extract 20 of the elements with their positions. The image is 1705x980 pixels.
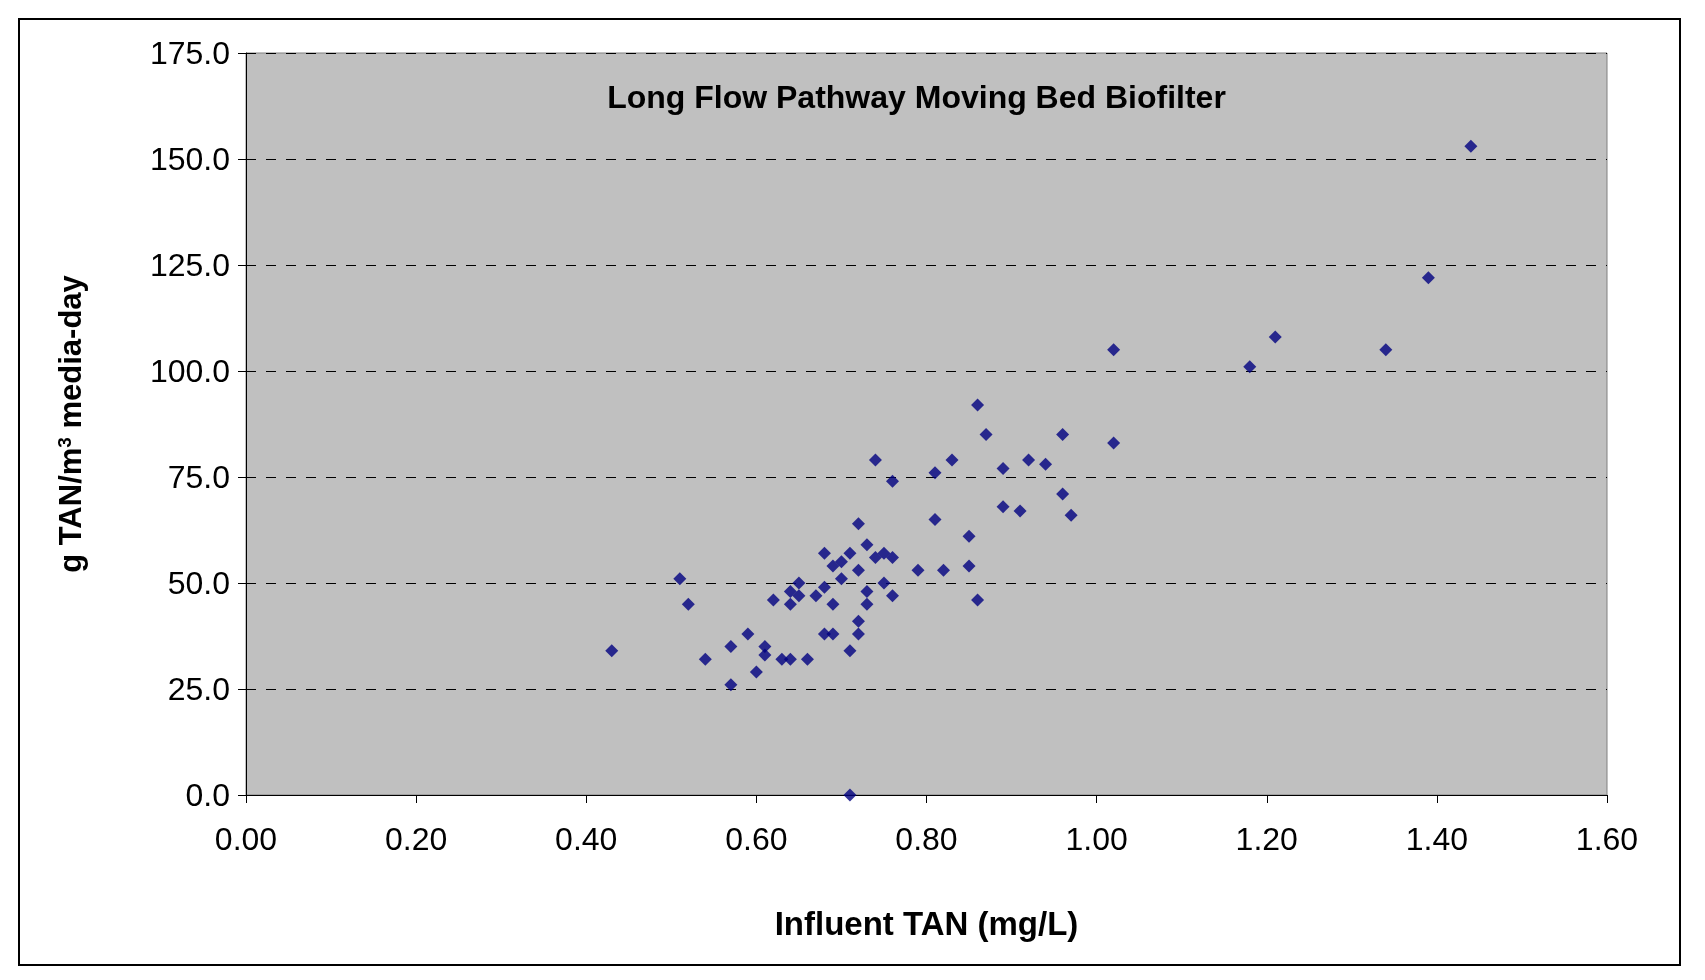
y-tick-label: 25.0 [167,671,230,707]
x-tick-label: 0.40 [555,821,618,857]
y-tick-label: 75.0 [167,459,230,495]
x-tick-label: 1.40 [1405,821,1469,857]
y-axis-title: g TAN/m3 media-day [53,274,88,573]
x-tick-label: 1.00 [1065,821,1128,857]
x-axis-title: Influent TAN (mg/L) [774,905,1079,942]
y-tick-label: 175.0 [149,35,230,71]
x-tick-label: 0.00 [214,821,278,857]
x-tick-label: 0.60 [725,821,788,857]
x-tick-label: 1.60 [1575,821,1639,857]
x-tick-label: 0.80 [895,821,958,857]
y-tick-label: 150.0 [149,141,230,177]
y-tick-label: 0.0 [185,777,230,813]
y-tick-label: 125.0 [149,247,230,283]
text: Long Flow Pathway Moving Bed Biofilter [607,79,1226,115]
y-tick-label: 50.0 [167,565,230,601]
x-tick-label: 0.20 [384,821,448,857]
x-tick-label: 1.20 [1235,821,1298,857]
y-tick-label: 100.0 [149,353,230,389]
